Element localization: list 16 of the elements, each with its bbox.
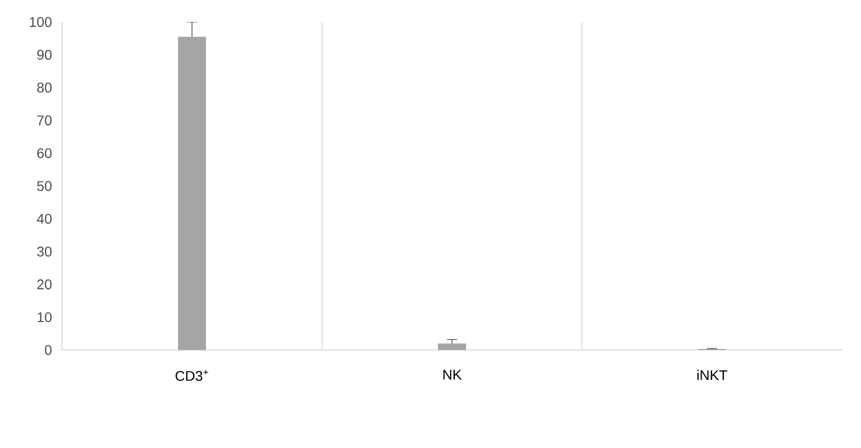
x-tick-label: iNKT — [697, 370, 728, 380]
y-tick-label: 70 — [37, 115, 52, 126]
x-tick-label: CD3$^{+}$ — [176, 370, 208, 381]
bar — [438, 343, 466, 350]
y-tick-label: 50 — [37, 181, 52, 191]
y-tick-label: 0 — [44, 345, 52, 355]
y-tick-label: 60 — [37, 148, 52, 158]
x-tick-label: NK — [443, 370, 462, 380]
y-tick-label: 100 — [30, 17, 52, 27]
y-tick-label: 90 — [37, 50, 52, 60]
y-tick-label: 40 — [36, 214, 52, 224]
y-tick-label: 20 — [37, 279, 52, 290]
bar — [178, 36, 206, 350]
y-tick-label: 10 — [38, 312, 52, 322]
y-tick-label: 80 — [37, 82, 52, 93]
y-tick-label: 30 — [37, 246, 52, 257]
